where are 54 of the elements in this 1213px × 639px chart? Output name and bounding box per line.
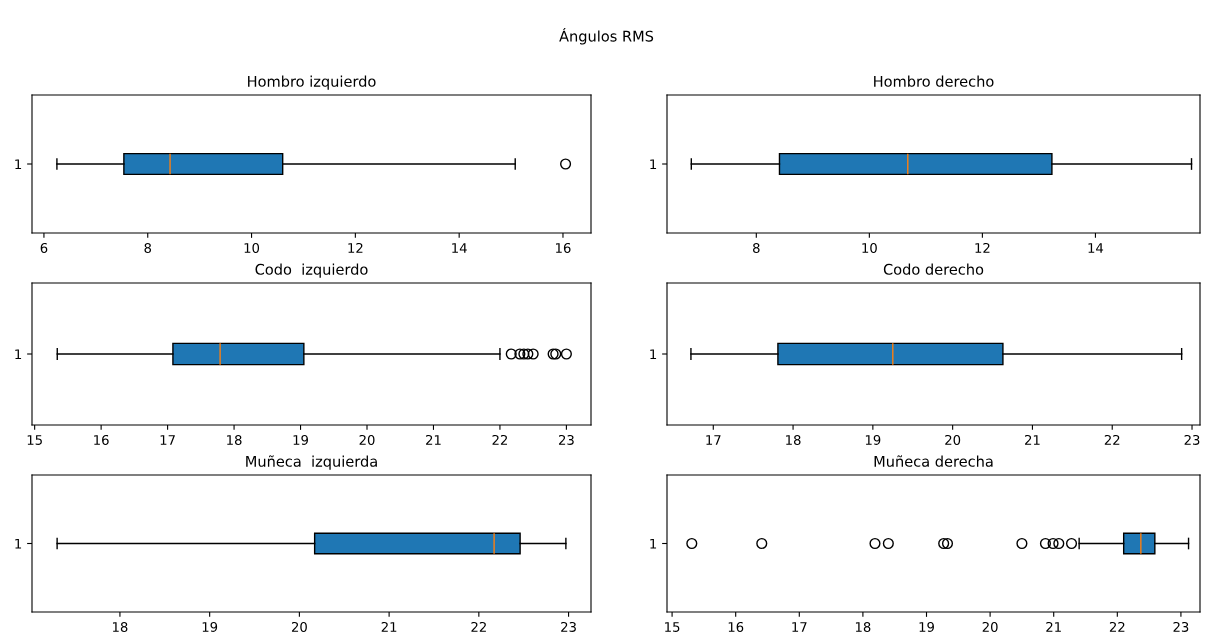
y-tick-label: 1 (650, 349, 657, 360)
chart-title: Hombro derecho (874, 75, 994, 87)
x-tick-label: 22 (1109, 621, 1125, 632)
x-tick-label: 16 (556, 242, 571, 253)
x-tick-label: 22 (471, 621, 486, 632)
x-tick-label: 22 (1104, 434, 1120, 445)
y-tick-label: 1 (650, 159, 657, 170)
x-tick-label: 18 (112, 621, 128, 632)
x-tick-label: 23 (1173, 621, 1189, 632)
x-tick-label: 15 (665, 622, 680, 632)
x-tick-label: 18 (855, 621, 871, 632)
x-tick-label: 20 (982, 621, 998, 632)
chart-title: Codo derecho (883, 263, 984, 275)
x-tick-label: 18 (227, 434, 242, 445)
x-tick-label: 17 (792, 622, 807, 632)
x-tick-label: 20 (359, 434, 375, 445)
x-tick-label: 23 (558, 434, 574, 445)
x-tick-label: 16 (728, 621, 744, 632)
x-tick-label: 12 (348, 242, 363, 253)
x-tick-label: 16 (94, 434, 109, 445)
x-tick-label: 20 (945, 434, 961, 445)
x-tick-label: 19 (202, 621, 218, 632)
y-tick-label: 1 (15, 538, 22, 549)
x-tick-label: 8 (753, 242, 760, 253)
x-tick-label: 14 (452, 243, 467, 253)
x-tick-label: 10 (862, 242, 877, 253)
x-tick-label: 10 (244, 242, 260, 253)
x-tick-label: 22 (492, 434, 508, 445)
x-tick-label: 14 (1088, 243, 1104, 253)
chart-title: Codo izquierdo (255, 263, 368, 278)
x-tick-label: 21 (1025, 434, 1040, 445)
x-tick-label: 8 (144, 242, 152, 253)
chart-title: Hombro izquierdo (248, 75, 376, 90)
x-tick-label: 17 (160, 435, 175, 445)
x-tick-label: 6 (40, 242, 48, 253)
x-tick-label: 19 (293, 434, 308, 445)
x-tick-label: 19 (865, 434, 881, 445)
x-tick-label: 17 (706, 435, 721, 445)
x-tick-label: 21 (1046, 621, 1061, 632)
x-tick-label: 21 (381, 621, 397, 632)
y-tick-label: 1 (15, 159, 22, 170)
x-tick-label: 18 (786, 434, 801, 445)
x-tick-label: 15 (27, 435, 42, 445)
chart-title: Muñeca izquierda (246, 455, 377, 470)
x-tick-label: 12 (975, 242, 990, 253)
x-tick-label: 20 (291, 621, 307, 632)
text: Ángulos RMS (559, 28, 654, 45)
chart-title: Muñeca derecha (874, 455, 993, 467)
x-tick-label: 21 (426, 434, 441, 445)
x-tick-label: 23 (1184, 434, 1200, 445)
x-tick-label: 23 (561, 621, 576, 632)
y-tick-label: 1 (650, 538, 657, 549)
x-tick-label: 19 (919, 621, 934, 632)
y-tick-label: 1 (15, 349, 22, 360)
